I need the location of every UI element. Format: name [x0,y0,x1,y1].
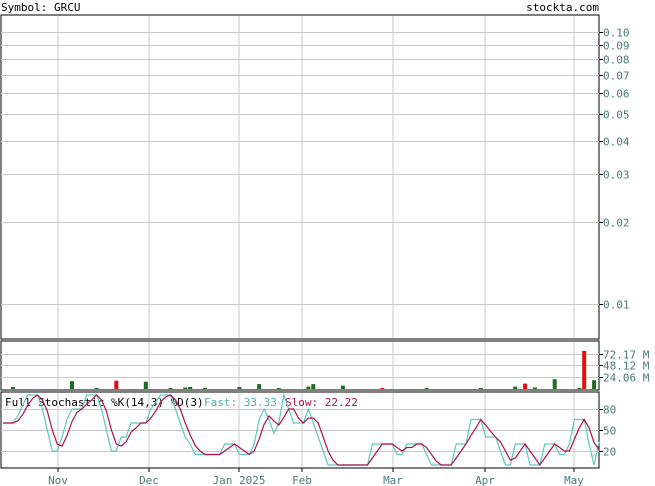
volume-bar [478,388,483,389]
price-tick-label: 0.02 [603,217,630,230]
stochastic-title: Full Stochastic %K(14,3) %D(3) [5,396,204,409]
x-tick-label: Feb [292,474,312,486]
stochastic-tick-label: 80 [603,404,616,417]
volume-y-ticks: 72.17 M48.12 M24.06 M [599,349,650,385]
volume-bar [424,388,429,389]
price-tick-label: 0.05 [603,109,630,122]
price-tick-label: 0.09 [603,40,630,53]
stochastic-fast-label: Fast: 33.33 [204,396,277,409]
volume-bar [94,388,99,389]
volume-tick-label: 24.06 M [603,372,650,385]
price-tick-label: 0.04 [603,136,630,149]
stochastic-tick-label: 50 [603,425,616,438]
volume-bar [143,381,148,389]
x-tick-label: Jan 2025 [213,474,266,486]
volume-bar [380,388,385,389]
volume-bar [203,388,207,389]
price-tick-label: 0.06 [603,88,630,101]
volume-bar [70,381,74,389]
x-axis-labels: Nov Dec Jan 2025 Feb Mar Apr May [48,468,584,486]
volume-panel: 72.17 M48.12 M24.06 M [0,340,650,391]
volume-bar [533,387,537,389]
volume-tick-label: 48.12 M [603,360,650,373]
price-y-ticks: 0.100.090.08 0.07 0.06 0.05 0.04 0.03 0.02 0.01 [599,27,630,312]
x-tick-label: Nov [48,474,68,486]
volume-bar [311,384,316,389]
price-panel-frame [0,14,600,340]
price-tick-label: 0.07 [603,70,630,83]
volume-grid [1,342,599,389]
volume-bar [168,388,173,389]
x-tick-label: May [564,474,584,486]
price-tick-label: 0.01 [603,299,630,312]
price-tick-label: 0.08 [603,54,630,67]
x-tick-label: Apr [475,474,495,486]
volume-bar [306,386,311,389]
volume-bars [10,350,597,389]
volume-bar [592,380,597,389]
price-tick-label: 0.03 [603,169,630,182]
x-tick-label: Mar [383,474,403,486]
volume-bar [582,350,587,389]
stochastic-panel: Full Stochastic %K(14,3) %D(3) Fast: 33.… [0,391,616,469]
volume-tick-label: 72.17 M [603,349,650,362]
stochastic-lines [3,392,600,467]
stochastic-grid [1,393,599,467]
stochastic-tick-label: 20 [603,446,616,459]
volume-bar [114,380,119,389]
stochastic-slow-line [3,394,600,467]
price-panel: 0.100.090.08 0.07 0.06 0.05 0.04 0.03 0.02 0.01 [0,14,630,340]
volume-bar [237,387,242,389]
price-tick-label: 0.10 [603,27,630,40]
stochastic-fast-line [3,392,600,466]
volume-bar [276,388,281,389]
volume-bar [188,387,193,389]
volume-bar [340,385,345,389]
volume-bar [577,388,582,389]
volume-bar [523,383,528,389]
stochastic-slow-label: Slow: 22.22 [285,396,358,409]
site-label[interactable]: stockta.com [526,1,599,14]
symbol-label: Symbol: GRCU [1,1,80,14]
stochastic-y-ticks: 80 50 20 [599,404,616,459]
volume-bar [513,386,518,389]
volume-bar [257,384,262,389]
volume-bar [10,387,15,389]
volume-bar [183,387,188,389]
volume-bar [552,379,557,389]
x-tick-label: Dec [139,474,159,486]
price-grid [1,16,599,338]
